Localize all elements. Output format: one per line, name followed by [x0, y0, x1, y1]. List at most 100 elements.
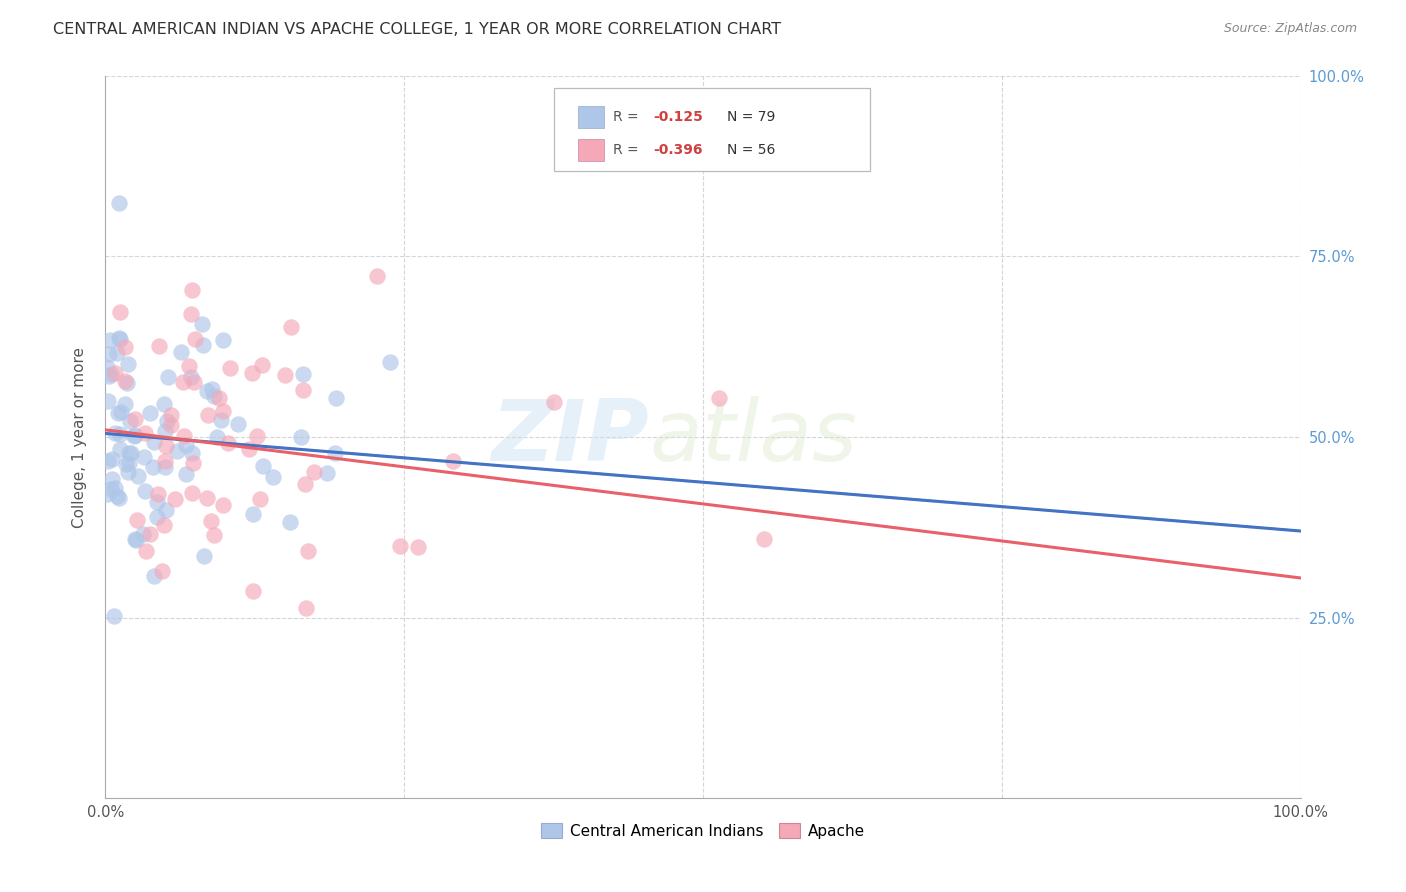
Point	[146, 495, 169, 509]
Point	[115, 376, 138, 390]
Point	[132, 450, 155, 464]
Point	[165, 491, 187, 506]
Point	[292, 367, 315, 381]
Point	[156, 414, 179, 428]
Point	[193, 549, 215, 564]
Point	[155, 502, 177, 516]
Point	[101, 452, 124, 467]
Point	[118, 456, 141, 470]
Point	[105, 346, 128, 360]
Point	[212, 334, 235, 348]
Point	[110, 304, 132, 318]
Point	[155, 440, 177, 454]
Point	[118, 414, 141, 428]
Point	[146, 487, 169, 501]
Point	[380, 355, 402, 369]
Point	[100, 367, 122, 381]
Point	[143, 434, 166, 449]
Point	[150, 565, 173, 579]
Point	[212, 403, 235, 417]
Point	[97, 454, 120, 468]
Point	[148, 339, 170, 353]
Point	[201, 382, 224, 396]
Text: -0.125: -0.125	[652, 111, 703, 124]
Point	[124, 412, 146, 426]
Point	[142, 459, 165, 474]
Point	[406, 540, 429, 554]
Point	[242, 584, 264, 599]
Point	[290, 430, 312, 444]
Point	[195, 491, 218, 506]
Point	[208, 391, 231, 405]
Point	[159, 409, 181, 423]
Point	[96, 487, 118, 501]
Point	[114, 397, 136, 411]
Point	[240, 366, 263, 380]
Point	[180, 486, 202, 500]
Point	[180, 370, 202, 384]
Point	[100, 472, 122, 486]
Text: CENTRAL AMERICAN INDIAN VS APACHE COLLEGE, 1 YEAR OR MORE CORRELATION CHART: CENTRAL AMERICAN INDIAN VS APACHE COLLEG…	[53, 22, 782, 37]
Point	[302, 466, 325, 480]
Point	[110, 404, 132, 418]
Point	[155, 459, 177, 474]
Point	[107, 196, 129, 211]
Point	[174, 467, 197, 481]
Point	[153, 397, 176, 411]
Point	[125, 513, 148, 527]
Point	[104, 481, 127, 495]
Point	[98, 369, 121, 384]
Point	[117, 357, 139, 371]
Point	[262, 470, 284, 484]
Point	[183, 376, 205, 390]
Text: Source: ZipAtlas.com: Source: ZipAtlas.com	[1223, 22, 1357, 36]
Point	[127, 468, 149, 483]
Point	[103, 609, 125, 624]
Point	[242, 507, 264, 521]
Point	[120, 446, 142, 460]
Point	[108, 331, 131, 345]
Point	[323, 446, 346, 460]
Point	[97, 393, 120, 408]
Point	[142, 569, 165, 583]
Point	[441, 454, 464, 468]
Point	[200, 515, 222, 529]
Legend: Central American Indians, Apache: Central American Indians, Apache	[534, 817, 872, 845]
Point	[181, 446, 204, 460]
Point	[131, 527, 153, 541]
Point	[118, 446, 141, 460]
Point	[209, 412, 232, 426]
Point	[134, 425, 156, 440]
Point	[135, 544, 157, 558]
Point	[217, 435, 239, 450]
Point	[184, 332, 207, 346]
Point	[146, 509, 169, 524]
Point	[153, 454, 176, 468]
Point	[115, 457, 138, 471]
Point	[152, 517, 174, 532]
Point	[156, 369, 179, 384]
Point	[104, 425, 127, 440]
Point	[100, 482, 122, 496]
Point	[105, 489, 128, 503]
Point	[202, 389, 225, 403]
Point	[173, 429, 195, 443]
Point	[249, 491, 271, 506]
Y-axis label: College, 1 year or more: College, 1 year or more	[72, 347, 87, 527]
Point	[177, 359, 200, 373]
Bar	[578, 106, 603, 128]
Point	[274, 368, 297, 382]
Point	[202, 528, 225, 542]
Point	[212, 498, 235, 512]
Point	[108, 442, 131, 457]
Point	[159, 417, 181, 432]
Point	[97, 347, 120, 361]
Point	[104, 366, 127, 380]
Point	[280, 319, 302, 334]
Point	[108, 427, 131, 442]
Point	[108, 332, 131, 346]
Point	[172, 375, 194, 389]
Point	[197, 408, 219, 422]
Point	[195, 384, 218, 398]
Bar	[578, 139, 603, 161]
